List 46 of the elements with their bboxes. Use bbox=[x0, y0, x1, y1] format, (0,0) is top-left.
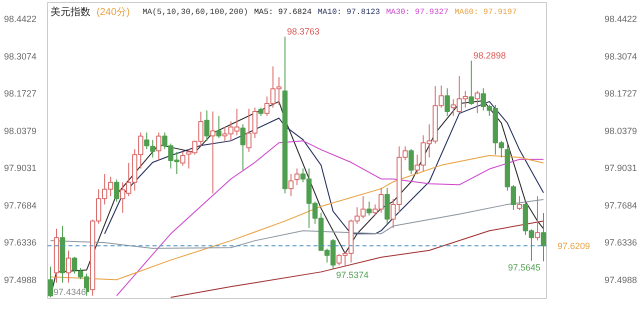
candlestick bbox=[60, 226, 66, 284]
y-tick-label: 97.4988 bbox=[4, 274, 37, 285]
y2-tick-label: 98.3074 bbox=[604, 51, 638, 62]
y-tick-label: 98.1727 bbox=[4, 88, 37, 99]
text: MA10: 97.8123 bbox=[318, 8, 380, 17]
y2-tick-label: 98.4422 bbox=[604, 14, 638, 24]
line-series bbox=[50, 154, 544, 280]
annotation: 97.4346 bbox=[54, 287, 86, 298]
annotation: 98.3763 bbox=[286, 26, 320, 37]
candlestick bbox=[282, 36, 288, 194]
line-series bbox=[104, 101, 544, 234]
candlestick bbox=[210, 110, 216, 194]
candlestick bbox=[294, 168, 300, 186]
text: MA60: 97.9197 bbox=[454, 8, 518, 17]
y-tick-label: 97.6336 bbox=[4, 238, 37, 248]
candlestick bbox=[534, 196, 540, 241]
candlestick bbox=[366, 201, 372, 216]
annotation: MA(5,10,30,60,100,200) bbox=[142, 8, 248, 17]
annotation: 98.2898 bbox=[473, 50, 506, 61]
y-tick-label: 97.9031 bbox=[4, 163, 37, 174]
candlestick bbox=[540, 212, 546, 262]
chart-title: 美元指数 bbox=[50, 6, 90, 18]
candlestick bbox=[240, 124, 246, 171]
candlestick bbox=[288, 174, 294, 197]
y-tick-label: 98.3074 bbox=[4, 51, 37, 62]
y2-tick-label: 98.1727 bbox=[604, 88, 638, 99]
y2-tick-label: 97.6336 bbox=[604, 238, 638, 248]
candlestick bbox=[66, 250, 72, 284]
y-tick-label: 98.0379 bbox=[4, 126, 37, 136]
candlestick bbox=[54, 228, 60, 284]
line-series bbox=[170, 220, 544, 298]
y-tick-label: 97.7684 bbox=[4, 200, 37, 210]
line-series bbox=[116, 140, 544, 296]
annotation: 97.5374 bbox=[336, 270, 369, 280]
y2-tick-label: 97.7684 bbox=[604, 200, 638, 210]
line-series bbox=[50, 198, 544, 249]
annotation: 97.5645 bbox=[508, 262, 541, 272]
ref-line-label: 97.6209 bbox=[558, 241, 590, 252]
chart-subtitle: (240分) bbox=[96, 6, 130, 18]
candlestick bbox=[204, 110, 210, 142]
y2-tick-label: 98.0379 bbox=[604, 126, 638, 136]
y-tick-label: 98.4422 bbox=[4, 14, 37, 24]
text: MA30: 97.9327 bbox=[386, 8, 449, 17]
y2-tick-label: 97.4988 bbox=[604, 274, 638, 285]
y2-tick-label: 97.9031 bbox=[604, 163, 638, 174]
text: MA5: 97.6824 bbox=[254, 8, 312, 17]
